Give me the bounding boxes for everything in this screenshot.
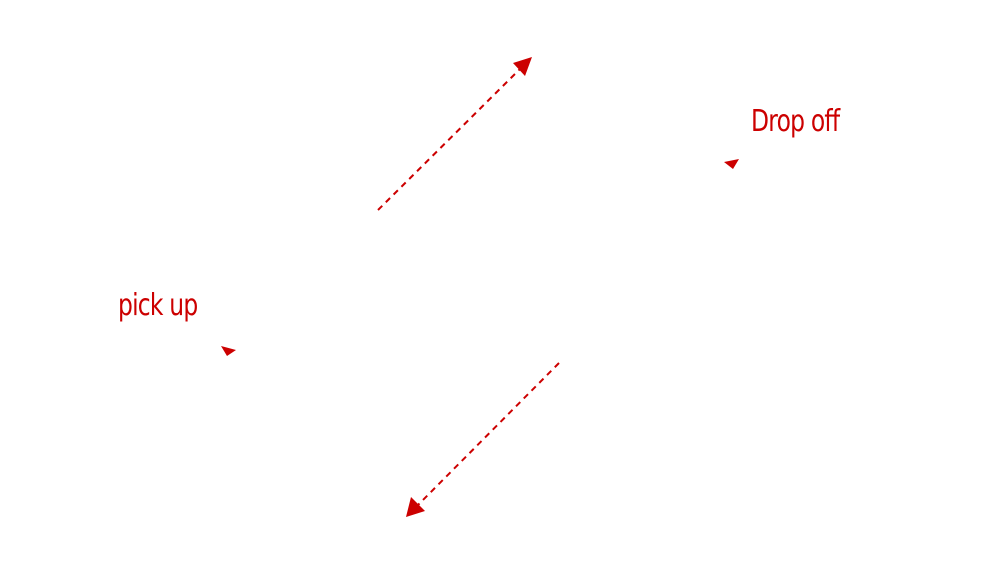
pickup-pointer-icon	[221, 346, 236, 356]
pick-up-label: pick up	[118, 288, 198, 323]
dashed-arrow-down-left-icon	[406, 362, 560, 517]
drop-off-label: Drop off	[751, 104, 840, 139]
dropoff-pointer-icon	[724, 159, 739, 169]
dashed-arrow-up-right-icon	[377, 57, 532, 211]
